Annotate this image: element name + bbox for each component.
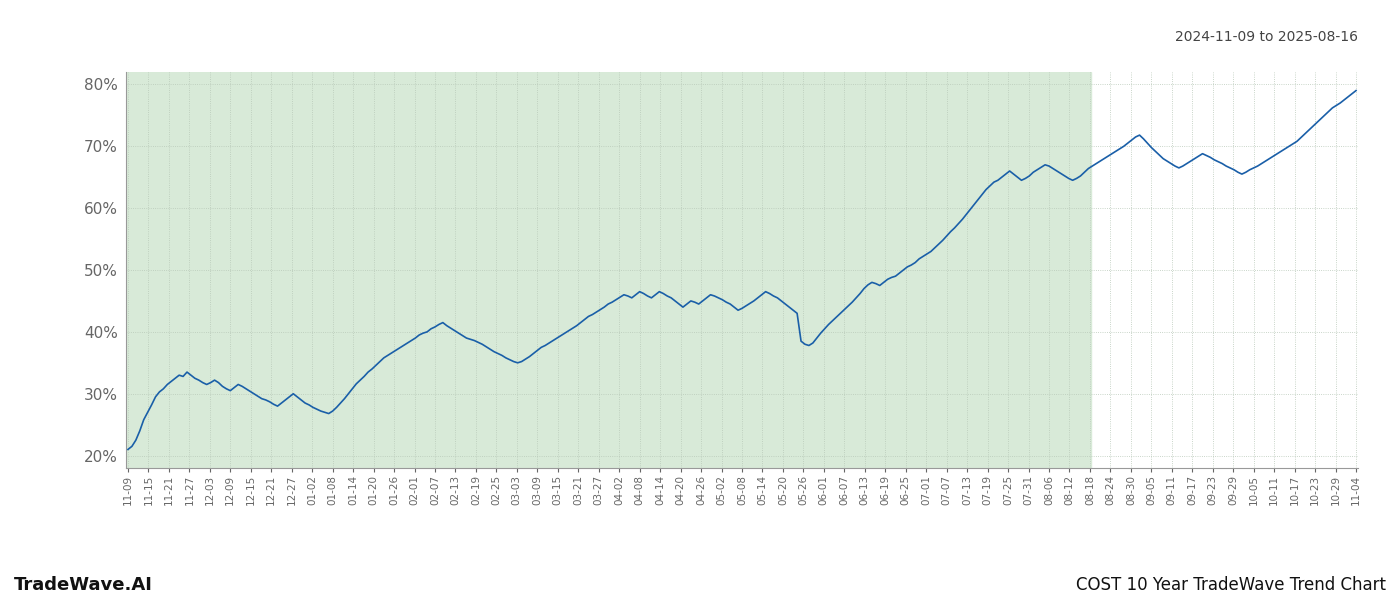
Text: 2024-11-09 to 2025-08-16: 2024-11-09 to 2025-08-16: [1175, 30, 1358, 44]
Text: TradeWave.AI: TradeWave.AI: [14, 576, 153, 594]
Bar: [126, 72, 1092, 468]
Text: COST 10 Year TradeWave Trend Chart: COST 10 Year TradeWave Trend Chart: [1077, 576, 1386, 594]
